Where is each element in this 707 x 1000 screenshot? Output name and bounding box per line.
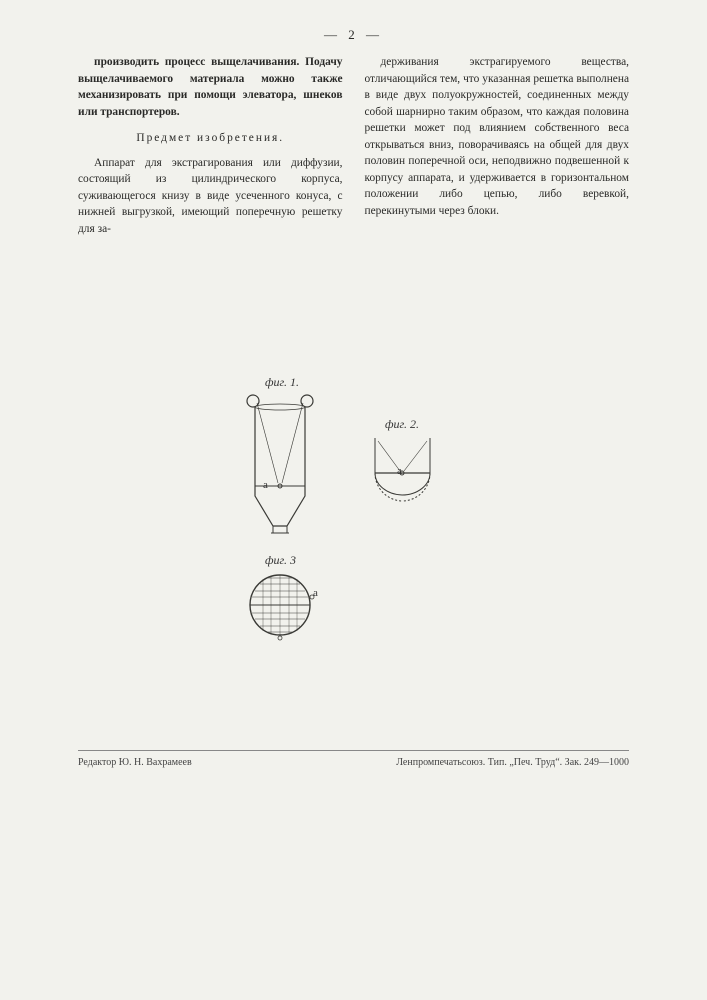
paragraph: Аппарат для экстрагирования или диффузии…: [78, 155, 343, 238]
fig2-label: фиг. 2.: [385, 417, 419, 432]
fig1-drawing: [235, 391, 325, 541]
fig2-letter-a: а: [397, 465, 402, 477]
left-column: производить процесс выщелачивания. Подач…: [78, 54, 343, 239]
fig1-label: фиг. 1.: [265, 375, 299, 390]
footer-line: Редактор Ю. Н. Вахрамеев Ленпромпечатьсо…: [78, 750, 629, 768]
paragraph: производить процесс выщелачивания. Подач…: [78, 54, 343, 120]
imprint: Ленпромпечатьсоюз. Тип. „Печ. Труд“. Зак…: [396, 757, 629, 768]
fig2-drawing: [355, 433, 450, 518]
paragraph: держивания экстрагируемого вещества, отл…: [365, 54, 630, 219]
figures-block: фиг. 1. а фиг. 2. а фи: [225, 375, 485, 655]
text-columns: производить процесс выщелачивания. Подач…: [78, 54, 629, 239]
fig3-label: фиг. 3: [265, 553, 296, 568]
section-heading: Предмет изобретения.: [78, 130, 343, 147]
page-number: — 2 —: [0, 27, 707, 43]
fig3-letter-a: а: [313, 587, 318, 599]
fig1-letter-a: а: [263, 479, 268, 491]
right-column: держивания экстрагируемого вещества, отл…: [365, 54, 630, 239]
fig3-drawing: [241, 569, 319, 647]
editor-credit: Редактор Ю. Н. Вахрамеев: [78, 757, 192, 768]
